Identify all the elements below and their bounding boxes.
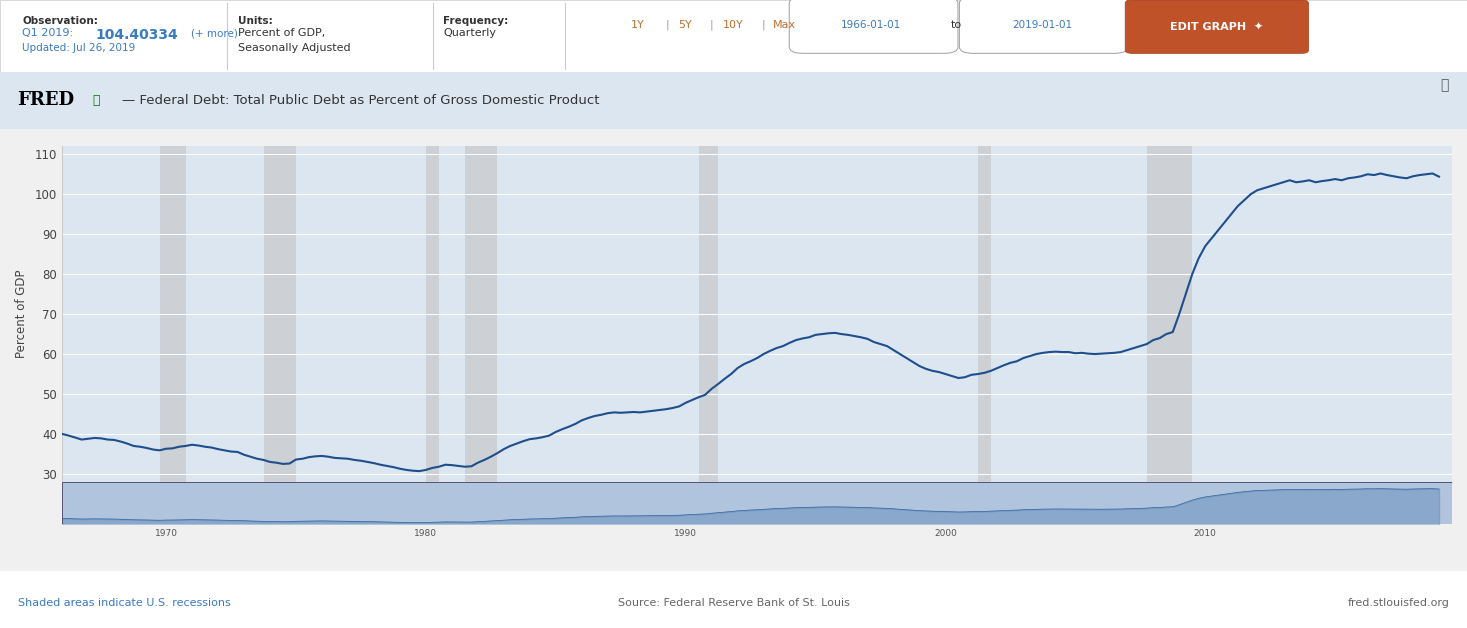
Text: Frequency:: Frequency:: [443, 16, 508, 26]
Bar: [465, 146, 497, 482]
Text: ⛶: ⛶: [1441, 78, 1449, 92]
Text: — Federal Debt: Total Public Debt as Percent of Gross Domestic Product: — Federal Debt: Total Public Debt as Per…: [122, 94, 599, 107]
Text: 104.40334: 104.40334: [95, 28, 178, 42]
Text: |: |: [710, 20, 713, 30]
Text: Q1 2019:: Q1 2019:: [22, 28, 76, 38]
Text: Shaded areas indicate U.S. recessions: Shaded areas indicate U.S. recessions: [18, 598, 230, 608]
Bar: [698, 146, 719, 482]
Text: Updated: Jul 26, 2019: Updated: Jul 26, 2019: [22, 43, 135, 53]
Bar: [978, 146, 990, 482]
Bar: [264, 146, 296, 482]
Text: 1Y: 1Y: [631, 20, 644, 30]
Text: |: |: [761, 20, 764, 30]
Text: Observation:: Observation:: [22, 16, 98, 26]
Text: EDIT GRAPH  ✦: EDIT GRAPH ✦: [1169, 21, 1263, 31]
Text: |: |: [666, 20, 669, 30]
Text: fred.stlouisfed.org: fred.stlouisfed.org: [1348, 598, 1449, 608]
Text: 1966-01-01: 1966-01-01: [841, 20, 901, 30]
Text: Max: Max: [773, 20, 797, 30]
Text: Seasonally Adjusted: Seasonally Adjusted: [238, 43, 351, 53]
Text: (+ more): (+ more): [191, 28, 238, 38]
Text: to: to: [951, 20, 962, 30]
Bar: [1147, 146, 1193, 482]
Text: 〰: 〰: [92, 94, 100, 107]
Text: Percent of GDP,: Percent of GDP,: [238, 28, 324, 38]
Text: 5Y: 5Y: [678, 20, 691, 30]
Text: Quarterly: Quarterly: [443, 28, 496, 38]
Text: Source: Federal Reserve Bank of St. Louis: Source: Federal Reserve Bank of St. Loui…: [618, 598, 849, 608]
Text: 2019-01-01: 2019-01-01: [1012, 20, 1072, 30]
Bar: [160, 146, 186, 482]
Y-axis label: Percent of GDP: Percent of GDP: [15, 270, 28, 359]
Bar: [425, 146, 439, 482]
Text: 10Y: 10Y: [723, 20, 744, 30]
Text: Units:: Units:: [238, 16, 273, 26]
Text: FRED: FRED: [18, 92, 75, 109]
